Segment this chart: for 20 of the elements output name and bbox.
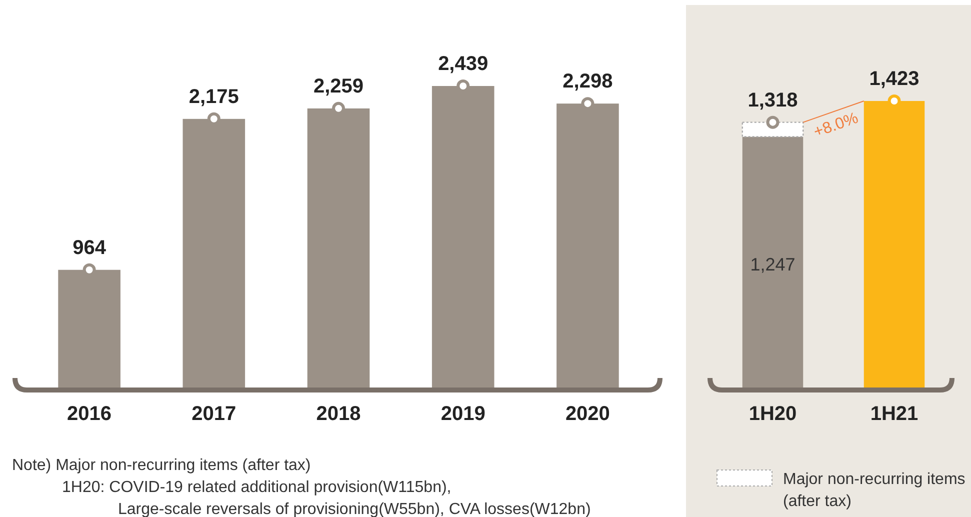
annotation: +8.0% [812,110,860,142]
data-label: 2,298 [562,70,613,93]
x-tick-label: 2019 [440,403,486,425]
x-tick-label: 2018 [316,403,361,425]
x-tick-label: 2016 [67,403,112,425]
x-tick-label: 2017 [192,403,236,425]
data-label: 1,247 [750,254,796,274]
x-tick-label: 2020 [565,403,610,425]
data-label: 964 [72,236,107,259]
legend-label: Major non-recurring items (after tax) [783,471,966,510]
data-label: 2,259 [313,75,364,98]
text: Large-scale reversals of provisioning(W55bn), CVA losses(W12bn) [118,501,591,517]
total-label: 1,423 [869,68,920,90]
data-label: 2,439 [438,53,488,75]
total-label: 1,318 [748,89,798,112]
data-label: 2,175 [188,86,239,108]
x-tick-label: 1H21 [870,403,918,425]
x-tick-label: 1H20 [748,403,797,425]
text: Note) Major non-recurring items (after tax) [12,457,311,474]
text: 1H20: COVID-19 related additional provision(W115bn), [62,479,452,496]
